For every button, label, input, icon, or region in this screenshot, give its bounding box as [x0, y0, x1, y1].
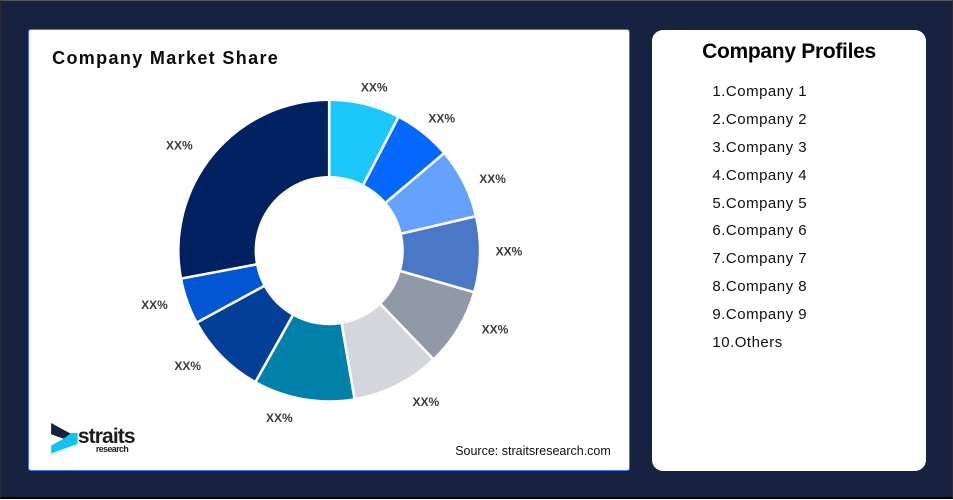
- svg-text:XX%: XX%: [479, 172, 506, 186]
- svg-text:XX%: XX%: [413, 395, 440, 409]
- svg-text:XX%: XX%: [174, 359, 201, 373]
- svg-text:XX%: XX%: [496, 245, 523, 259]
- svg-text:XX%: XX%: [428, 112, 455, 126]
- svg-text:XX%: XX%: [141, 298, 168, 312]
- svg-text:XX%: XX%: [166, 139, 193, 153]
- svg-text:XX%: XX%: [266, 411, 293, 425]
- svg-text:XX%: XX%: [361, 81, 388, 95]
- svg-text:XX%: XX%: [482, 322, 509, 336]
